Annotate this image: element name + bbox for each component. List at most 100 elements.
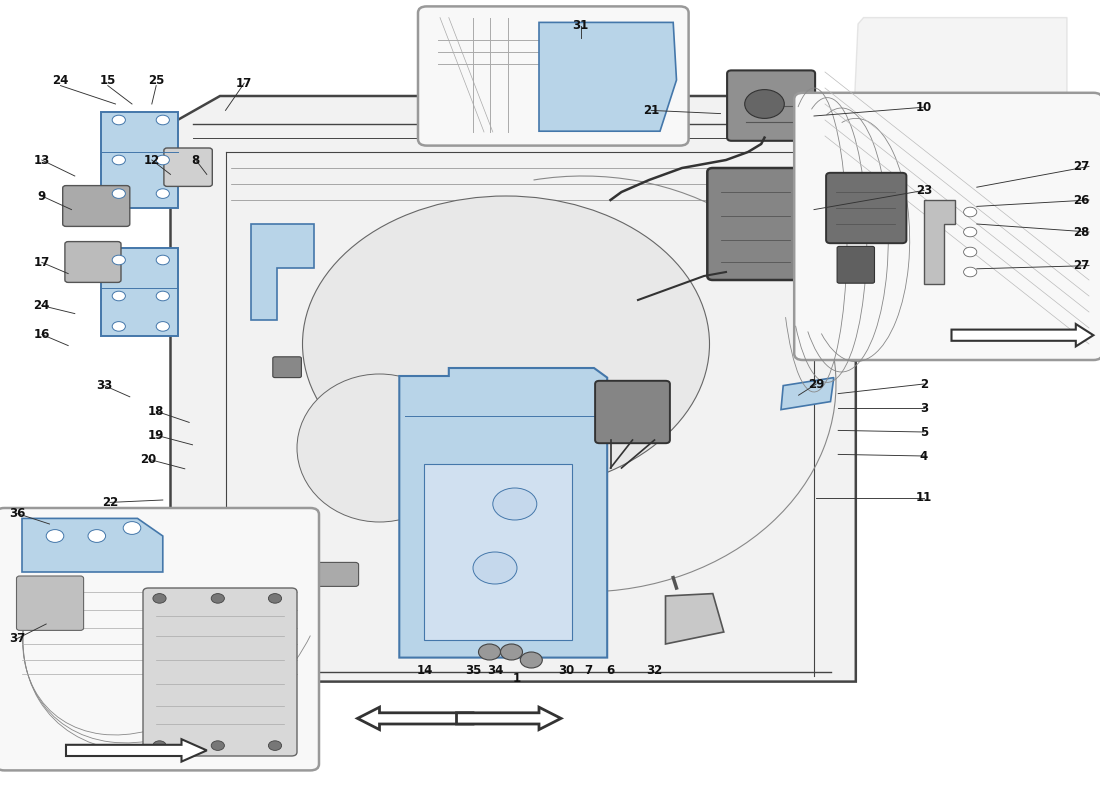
FancyBboxPatch shape: [826, 173, 906, 243]
Circle shape: [268, 741, 282, 750]
Circle shape: [153, 594, 166, 603]
Text: 10: 10: [916, 101, 932, 114]
Polygon shape: [781, 378, 834, 410]
Circle shape: [112, 322, 125, 331]
Polygon shape: [924, 200, 955, 284]
Text: 16: 16: [34, 328, 50, 341]
Text: 25: 25: [148, 74, 164, 86]
Circle shape: [473, 552, 517, 584]
Polygon shape: [66, 739, 207, 762]
FancyBboxPatch shape: [16, 576, 84, 630]
Ellipse shape: [302, 196, 710, 492]
Circle shape: [964, 207, 977, 217]
Circle shape: [156, 155, 169, 165]
Text: 21: 21: [644, 104, 659, 117]
FancyBboxPatch shape: [837, 246, 874, 283]
Circle shape: [211, 594, 224, 603]
Circle shape: [88, 530, 106, 542]
FancyBboxPatch shape: [143, 588, 297, 756]
Circle shape: [964, 247, 977, 257]
Circle shape: [123, 522, 141, 534]
Text: 2: 2: [920, 378, 928, 390]
Text: 7: 7: [584, 664, 593, 677]
Text: 15: 15: [100, 74, 116, 86]
Circle shape: [964, 267, 977, 277]
Text: 28: 28: [1072, 226, 1089, 238]
FancyBboxPatch shape: [707, 168, 801, 280]
Circle shape: [112, 291, 125, 301]
FancyBboxPatch shape: [164, 148, 212, 186]
Text: 29: 29: [808, 378, 824, 390]
Circle shape: [153, 741, 166, 750]
FancyBboxPatch shape: [794, 93, 1100, 360]
Text: 32: 32: [647, 664, 662, 677]
Text: 11: 11: [916, 491, 932, 504]
FancyBboxPatch shape: [418, 6, 689, 146]
Circle shape: [964, 227, 977, 237]
Text: 12: 12: [144, 154, 159, 166]
Circle shape: [46, 530, 64, 542]
Text: 33: 33: [97, 379, 112, 392]
Polygon shape: [666, 594, 724, 644]
Text: 13: 13: [34, 154, 50, 166]
Text: 19: 19: [148, 429, 164, 442]
Text: 31: 31: [573, 19, 588, 32]
Circle shape: [156, 115, 169, 125]
Circle shape: [520, 652, 542, 668]
Polygon shape: [852, 18, 1067, 288]
Circle shape: [112, 255, 125, 265]
Text: 35: 35: [465, 664, 481, 677]
Circle shape: [156, 189, 169, 198]
Circle shape: [211, 741, 224, 750]
Text: passion
exclusive since 1985: passion exclusive since 1985: [249, 397, 653, 659]
Polygon shape: [456, 707, 561, 730]
FancyBboxPatch shape: [314, 562, 359, 586]
Circle shape: [112, 115, 125, 125]
Text: 6: 6: [606, 664, 615, 677]
Circle shape: [493, 488, 537, 520]
Polygon shape: [952, 324, 1093, 346]
Circle shape: [500, 644, 522, 660]
Text: 26: 26: [1072, 194, 1089, 206]
Polygon shape: [101, 112, 178, 208]
Polygon shape: [22, 518, 163, 572]
Text: 23: 23: [916, 184, 932, 197]
Text: 27: 27: [1072, 160, 1089, 173]
Text: 36: 36: [10, 507, 25, 520]
Polygon shape: [358, 707, 473, 730]
Polygon shape: [424, 464, 572, 640]
Text: 30: 30: [559, 664, 574, 677]
Text: 27: 27: [1072, 259, 1089, 272]
Circle shape: [112, 189, 125, 198]
Polygon shape: [101, 248, 178, 336]
Polygon shape: [170, 96, 856, 682]
Text: 4: 4: [920, 450, 928, 462]
FancyBboxPatch shape: [65, 242, 121, 282]
Circle shape: [112, 155, 125, 165]
FancyBboxPatch shape: [63, 186, 130, 226]
Polygon shape: [399, 368, 607, 658]
Text: 3: 3: [920, 402, 928, 414]
Text: 34: 34: [487, 664, 503, 677]
Text: 9: 9: [37, 190, 46, 202]
Text: 24: 24: [53, 74, 68, 86]
Polygon shape: [251, 224, 314, 320]
Text: since 1985: since 1985: [936, 238, 1004, 250]
Circle shape: [478, 644, 500, 660]
Text: 17: 17: [34, 256, 50, 269]
FancyBboxPatch shape: [273, 357, 301, 378]
Text: 18: 18: [148, 405, 164, 418]
Ellipse shape: [297, 374, 462, 522]
Circle shape: [268, 594, 282, 603]
Text: 22: 22: [102, 496, 118, 509]
Circle shape: [156, 255, 169, 265]
Circle shape: [745, 90, 784, 118]
Text: as: as: [902, 111, 1030, 209]
Text: 17: 17: [236, 77, 252, 90]
Text: 37: 37: [10, 632, 25, 645]
FancyBboxPatch shape: [727, 70, 815, 141]
Polygon shape: [539, 22, 676, 131]
FancyBboxPatch shape: [595, 381, 670, 443]
Circle shape: [156, 291, 169, 301]
Text: 8: 8: [191, 154, 200, 166]
